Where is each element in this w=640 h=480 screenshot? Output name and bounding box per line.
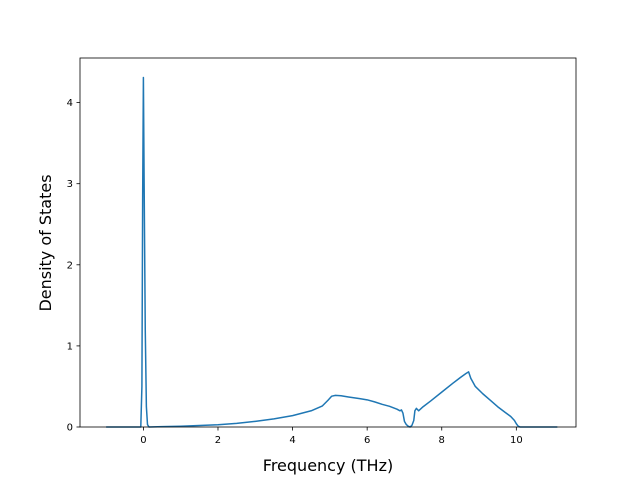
y-tick-label: 3 [67, 179, 73, 190]
y-tick-label: 1 [67, 341, 73, 352]
x-tick-label: 10 [510, 435, 523, 446]
x-tick-label: 8 [439, 435, 445, 446]
y-axis-label: Density of States [36, 174, 55, 311]
x-tick-label: 4 [289, 435, 295, 446]
axes: 0 2 4 6 8 10 0 1 2 3 4 [67, 57, 577, 446]
y-tick-label: 4 [67, 98, 73, 109]
x-axis-label: Frequency (THz) [263, 456, 393, 475]
axes-frame [79, 57, 577, 428]
y-tick-label: 0 [67, 423, 73, 434]
x-tick-label: 6 [364, 435, 370, 446]
x-tick-label: 0 [140, 435, 146, 446]
y-tick-label: 2 [67, 260, 73, 271]
x-tick-label: 2 [215, 435, 221, 446]
